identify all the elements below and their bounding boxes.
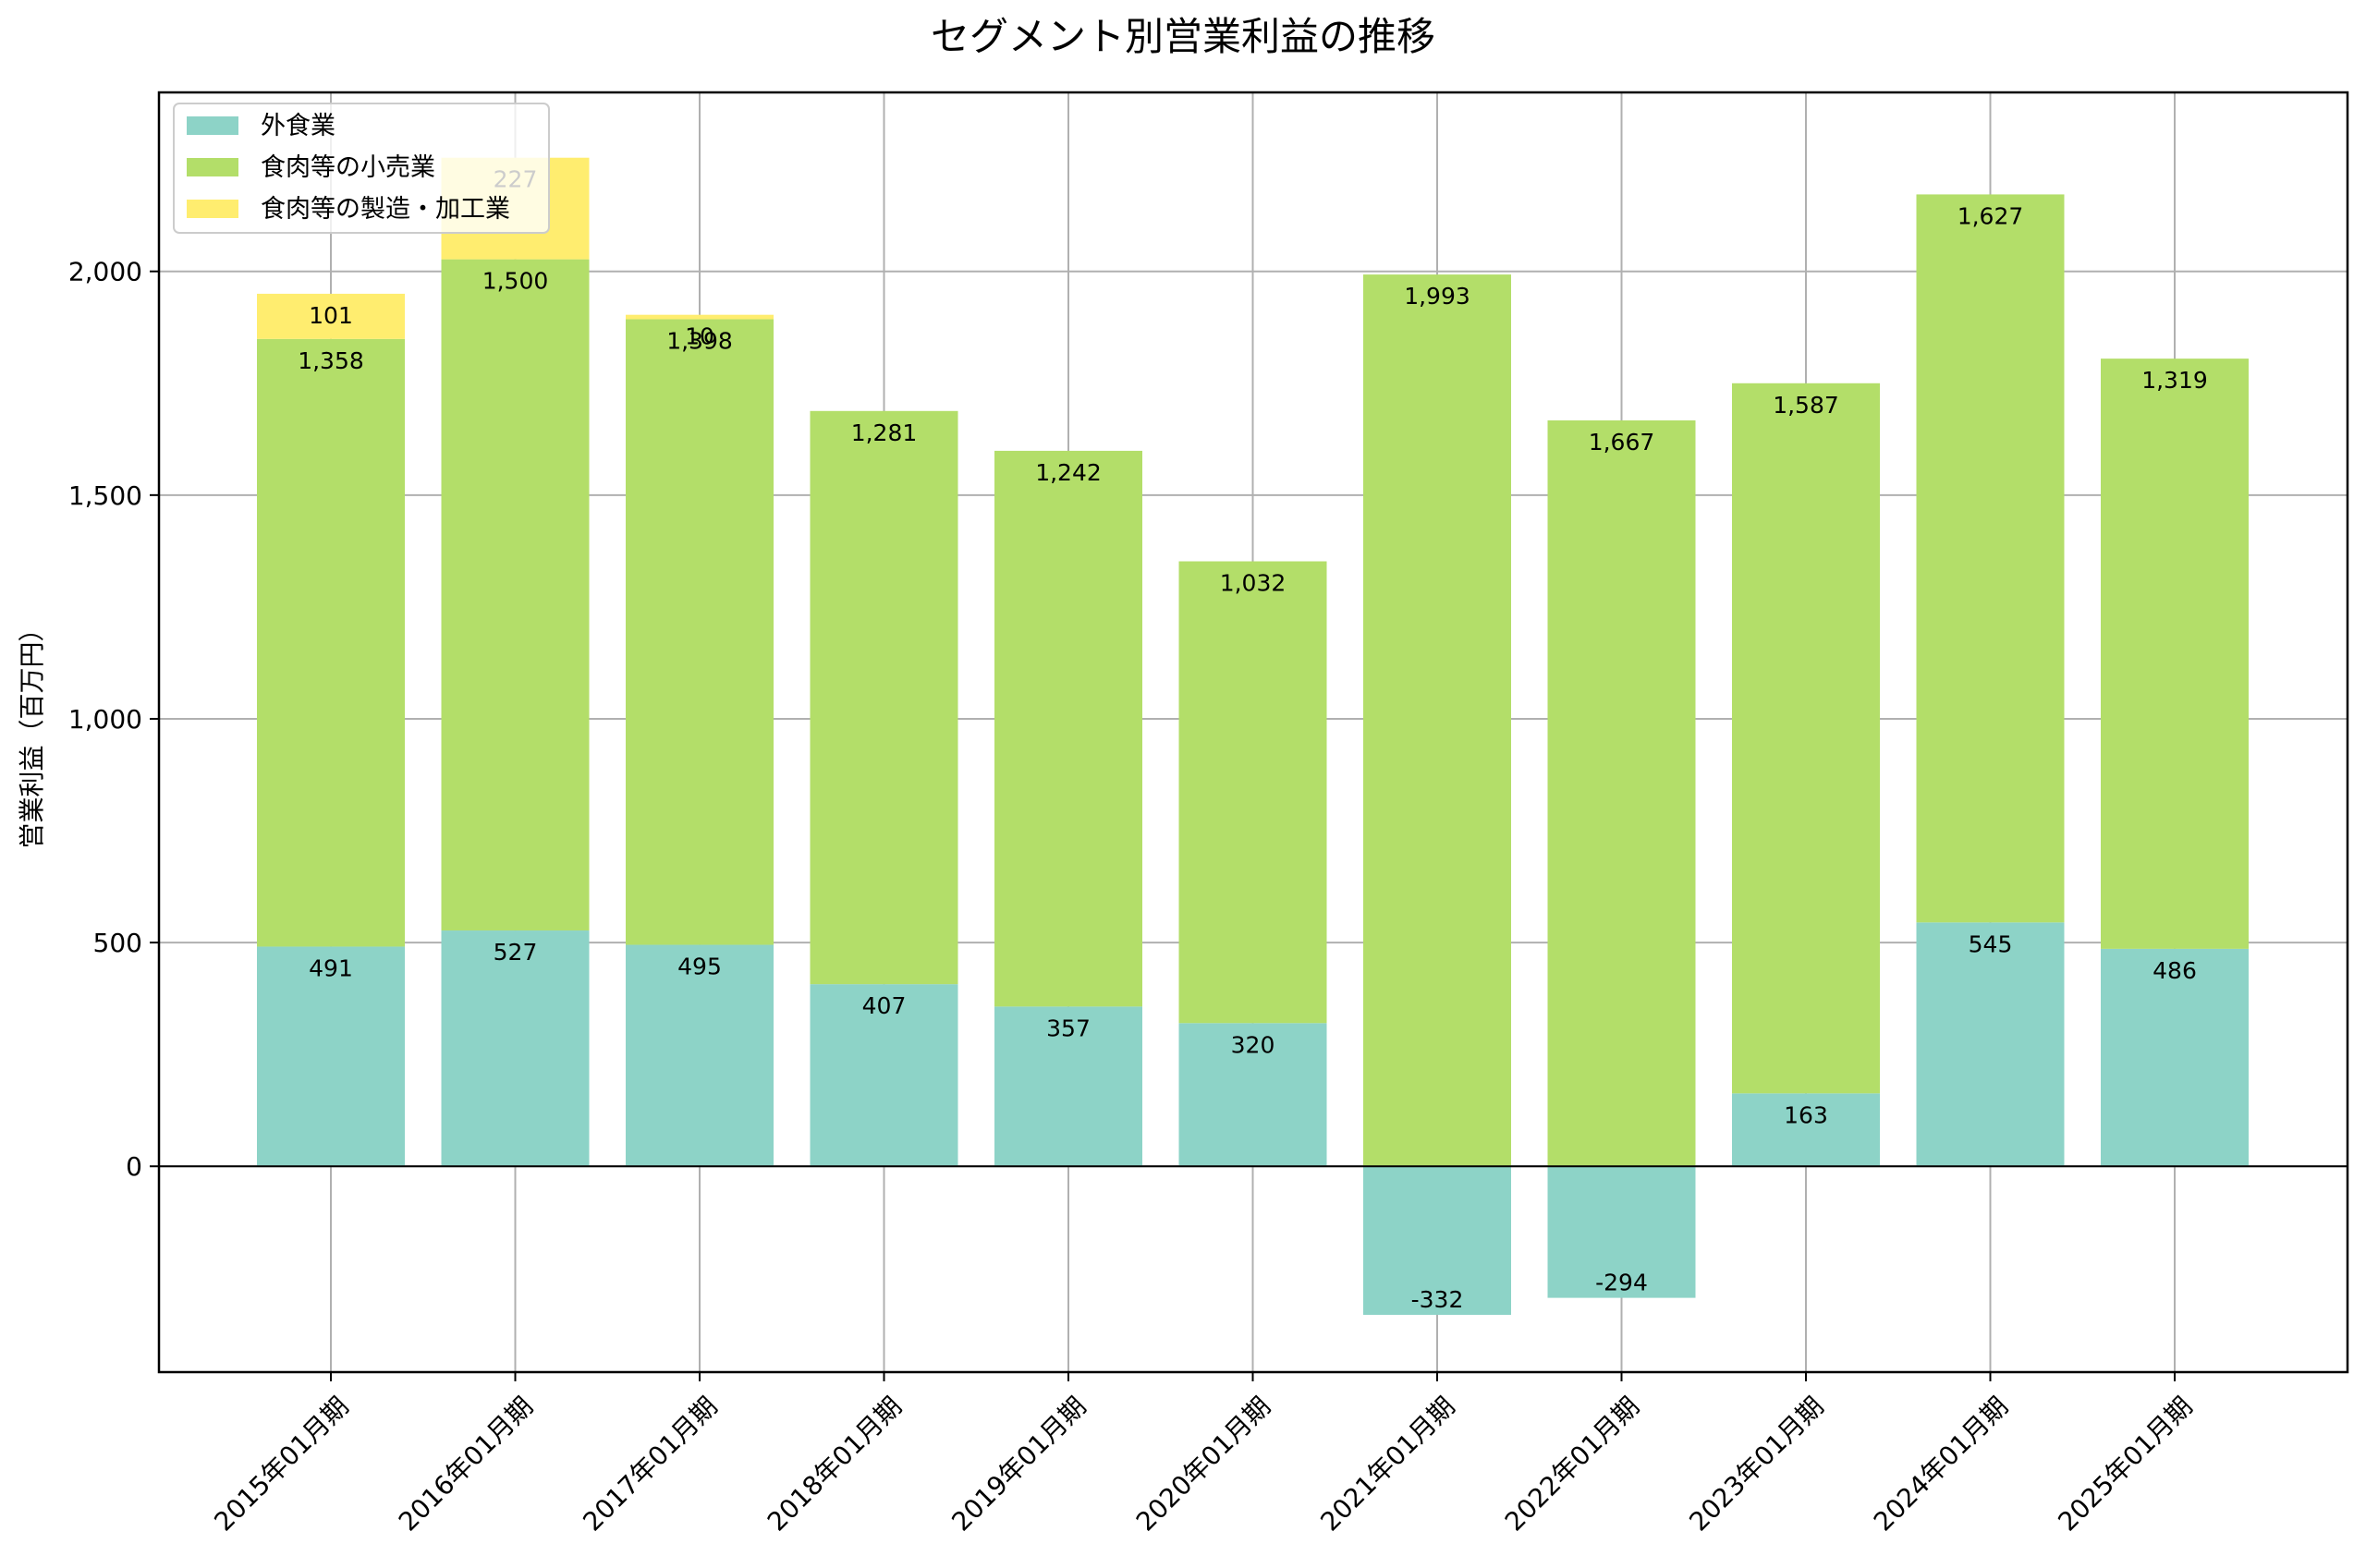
data-label: 495 bbox=[677, 954, 722, 980]
data-label: 163 bbox=[1784, 1101, 1828, 1128]
legend-entry: 食肉等の製造・加工業 bbox=[261, 195, 510, 224]
data-label: 1,358 bbox=[298, 347, 364, 374]
data-label: 1,398 bbox=[666, 328, 733, 355]
x-tick-label: 2020年01月期 bbox=[1130, 1391, 1276, 1537]
x-axis: 2015年01月期 2016年01月期 2017年01月期 2018年01月期 2019… bbox=[208, 1372, 2199, 1538]
y-tick-label: 1,500 bbox=[68, 480, 142, 511]
legend-swatch bbox=[187, 158, 238, 176]
bar-segment bbox=[1363, 274, 1511, 1167]
x-tick-label: 2024年01月期 bbox=[1868, 1391, 2014, 1537]
x-tick-label: 2022年01月期 bbox=[1499, 1391, 1645, 1537]
data-label: 10 bbox=[685, 323, 714, 350]
data-label: 101 bbox=[309, 302, 353, 329]
data-label: -332 bbox=[1411, 1286, 1464, 1313]
data-label: 1,587 bbox=[1773, 392, 1839, 419]
data-label: 1,993 bbox=[1404, 283, 1470, 310]
bar-segment bbox=[626, 319, 774, 945]
bar-segment bbox=[1363, 1166, 1511, 1316]
bar-segment bbox=[2101, 359, 2249, 949]
bar-segment bbox=[994, 1006, 1142, 1167]
bar-segment bbox=[626, 944, 774, 1167]
data-label: -294 bbox=[1595, 1270, 1648, 1296]
y-tick-label: 500 bbox=[93, 928, 142, 958]
data-label: 407 bbox=[862, 992, 907, 1019]
data-label: 1,500 bbox=[482, 268, 549, 295]
x-tick-label: 2021年01月期 bbox=[1314, 1391, 1460, 1537]
data-label: 1,242 bbox=[1035, 459, 1102, 486]
bar-segment bbox=[257, 338, 405, 947]
bar-segment bbox=[257, 946, 405, 1167]
bar-segment bbox=[257, 293, 405, 339]
data-label: 320 bbox=[1231, 1031, 1275, 1058]
bar-segment bbox=[1178, 1023, 1327, 1167]
x-tick-label: 2016年01月期 bbox=[393, 1391, 539, 1537]
y-tick-label: 0 bbox=[126, 1151, 142, 1182]
bar-segment bbox=[1178, 561, 1327, 1024]
legend-box bbox=[173, 103, 550, 234]
data-label: 1,032 bbox=[1220, 570, 1287, 597]
data-label: 1,667 bbox=[1589, 429, 1655, 456]
bar-segment bbox=[1732, 383, 1880, 1094]
y-axis: 0 500 1,000 1,500 2,000 bbox=[68, 257, 159, 1182]
y-tick-label: 1,000 bbox=[68, 704, 142, 735]
data-label: 1,627 bbox=[1957, 202, 2024, 229]
data-label: 1,319 bbox=[2141, 367, 2208, 394]
x-tick-label: 2018年01月期 bbox=[762, 1391, 908, 1537]
data-label: 486 bbox=[2153, 957, 2197, 984]
x-tick-label: 2019年01月期 bbox=[945, 1391, 1092, 1537]
x-tick-label: 2023年01月期 bbox=[1683, 1391, 1829, 1537]
x-tick-label: 2017年01月期 bbox=[577, 1391, 723, 1537]
data-label: 357 bbox=[1046, 1015, 1091, 1041]
bar-segment bbox=[626, 314, 774, 320]
data-label: 527 bbox=[494, 939, 538, 966]
bar-segment bbox=[810, 984, 958, 1167]
legend-swatch bbox=[187, 200, 238, 218]
bar-segment bbox=[1732, 1093, 1880, 1167]
bar-segment bbox=[1547, 1166, 1696, 1298]
bar-segment bbox=[2101, 948, 2249, 1167]
y-tick-label: 2,000 bbox=[68, 257, 142, 287]
chart-title: セグメント別営業利益の推移 bbox=[931, 14, 1435, 59]
data-label: 491 bbox=[309, 954, 353, 981]
bar-segment bbox=[441, 259, 590, 931]
bar-segment bbox=[1916, 194, 2065, 923]
legend-entry: 食肉等の小売業 bbox=[261, 153, 435, 182]
bar-segment bbox=[441, 930, 590, 1167]
y-axis-label: 営業利益（百万円） bbox=[17, 615, 47, 848]
bar-segment bbox=[1916, 922, 2065, 1167]
data-label: 1,281 bbox=[851, 419, 918, 446]
legend-swatch bbox=[187, 116, 238, 135]
x-tick-label: 2025年01月期 bbox=[2052, 1391, 2198, 1537]
legend-entry: 外食業 bbox=[261, 112, 335, 140]
x-tick-label: 2015年01月期 bbox=[208, 1391, 354, 1537]
bars bbox=[257, 157, 2249, 1316]
data-label: 545 bbox=[1969, 930, 2013, 957]
data-labels: 4911,3581015271,5002274951,398104071,281… bbox=[298, 166, 2208, 1313]
bar-segment bbox=[1547, 419, 1696, 1167]
bar-segment bbox=[810, 410, 958, 985]
bar-segment bbox=[994, 450, 1142, 1007]
